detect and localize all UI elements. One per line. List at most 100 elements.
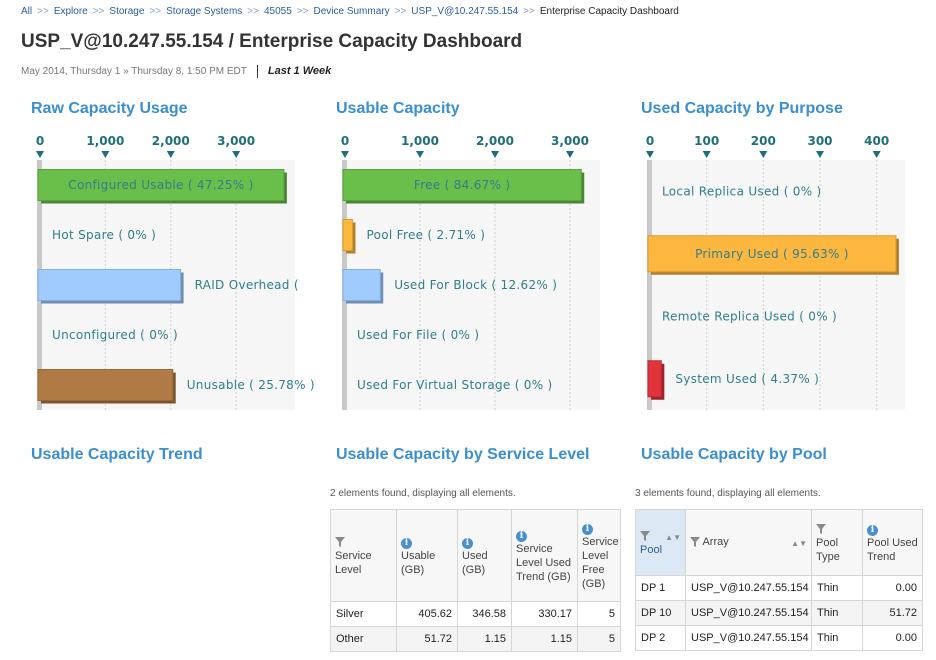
- cell-array: USP_V@10.247.55.154: [685, 600, 812, 626]
- column-header-usable[interactable]: i Usable (GB): [396, 509, 458, 602]
- breadcrumb-separator: >>: [149, 6, 162, 17]
- tick-marker: [101, 151, 110, 158]
- usable-capacity-chart: 0 1,000 2,000 3,000 Free ( 84.67% ) Pool Free…: [325, 130, 610, 415]
- breadcrumb-current: Enterprise Capacity Dashboard: [539, 6, 679, 17]
- tick-label: 2,000: [476, 134, 514, 148]
- bar-label: Unconfigured ( 0% ): [52, 328, 178, 342]
- breadcrumb-storage[interactable]: Storage: [109, 6, 145, 17]
- filter-icon[interactable]: [335, 536, 345, 547]
- zero-axis: [647, 160, 652, 410]
- tick-marker: [702, 151, 711, 158]
- info-icon[interactable]: i: [462, 537, 473, 549]
- date-range-text[interactable]: May 2014, Thursday 1 » Thursday 8, 1:50 …: [21, 66, 247, 78]
- bar-label: Used For File ( 0% ): [357, 328, 479, 342]
- breadcrumb-explore[interactable]: Explore: [53, 6, 88, 17]
- sort-icon[interactable]: ▲▼: [665, 532, 681, 542]
- tick-marker: [341, 151, 349, 158]
- plot-area: [650, 160, 905, 410]
- tick-label: 100: [694, 134, 719, 148]
- table-row[interactable]: DP 10 USP_V@10.247.55.154 Thin 51.72: [635, 600, 923, 626]
- bar: [647, 235, 897, 273]
- section-title-raw-capacity: Raw Capacity Usage: [31, 100, 188, 117]
- used-by-purpose-chart: 0 100 200 300 400 Local Replica Used ( 0% ) Pr…: [630, 130, 915, 415]
- cell-pool-used-trend: 0.00: [862, 575, 923, 601]
- tick-marker: [566, 151, 574, 158]
- bar: [37, 169, 285, 201]
- service-table-count: 2 elements found, displaying all element…: [330, 488, 516, 499]
- table-row[interactable]: Silver 405.62 346.58 330.17 5: [330, 601, 621, 627]
- column-header-service-level-used-trend[interactable]: i Service Level Used Trend (GB): [511, 509, 578, 602]
- column-header-pool-used-trend[interactable]: i Pool Used Trend: [862, 509, 923, 576]
- filter-icon[interactable]: [640, 530, 650, 541]
- date-range: May 2014, Thursday 1 » Thursday 8, 1:50 …: [21, 65, 331, 78]
- raw-capacity-chart: 0 1,000 2,000 3,000 Configured Usable ( 47.2…: [20, 130, 315, 415]
- bar-label: Pool Free ( 2.71% ): [367, 228, 486, 242]
- table-row[interactable]: DP 2 USP_V@10.247.55.154 Thin 0.00: [635, 625, 923, 651]
- column-header-label: Pool Type: [816, 536, 840, 563]
- cell-pool-type: Thin: [811, 600, 863, 626]
- section-title-capacity-trend: Usable Capacity Trend: [31, 446, 203, 463]
- breadcrumb-device[interactable]: USP_V@10.247.55.154: [411, 6, 519, 17]
- cell-free: 5: [577, 626, 621, 652]
- time-period-selector[interactable]: Last 1 Week: [267, 65, 332, 78]
- cell-free: 5: [577, 601, 621, 627]
- tick-marker: [166, 151, 175, 158]
- tick-label: 0: [341, 134, 349, 148]
- cell-array: USP_V@10.247.55.154: [685, 625, 812, 651]
- tick-marker: [491, 151, 499, 158]
- info-icon[interactable]: i: [867, 524, 878, 536]
- breadcrumb-separator: >>: [92, 6, 105, 17]
- column-header-array[interactable]: Array ▲▼: [685, 509, 812, 576]
- cell-used: 346.58: [457, 601, 512, 627]
- info-icon[interactable]: i: [582, 523, 593, 535]
- bar-label: Used For Virtual Storage ( 0% ): [357, 378, 553, 392]
- tick-marker: [232, 151, 241, 158]
- breadcrumb-device-summary[interactable]: Device Summary: [313, 6, 390, 17]
- pool-table-count: 3 elements found, displaying all element…: [635, 488, 821, 499]
- info-icon[interactable]: i: [401, 537, 412, 549]
- sort-icon[interactable]: ▲▼: [791, 538, 807, 548]
- tick-label: 200: [751, 134, 776, 148]
- bar-label: Hot Spare ( 0% ): [52, 228, 156, 242]
- info-icon[interactable]: i: [516, 530, 527, 542]
- usable-capacity-chart-svg: 0 1,000 2,000 3,000 Free ( 84.67% ) Pool Free…: [341, 134, 600, 410]
- pool-table: ▲▼ Pool Array ▲▼ Pool Type i Pool Used T…: [635, 509, 923, 651]
- service-level-table: Service Level i Usable (GB) i Used (GB) …: [330, 509, 621, 652]
- tick-label: 3,000: [217, 134, 255, 148]
- section-title-by-pool: Usable Capacity by Pool: [641, 446, 827, 463]
- column-header-pool[interactable]: ▲▼ Pool: [635, 509, 686, 576]
- cell-pool-used-trend: 51.72: [862, 600, 923, 626]
- cell-pool-type: Thin: [811, 575, 863, 601]
- cell-used-trend: 330.17: [511, 601, 578, 627]
- cell-pool: DP 1: [635, 575, 686, 601]
- filter-icon[interactable]: [690, 536, 700, 547]
- cell-array: USP_V@10.247.55.154: [685, 575, 812, 601]
- column-header-service-level-free[interactable]: i Service Level Free (GB): [577, 509, 621, 602]
- column-header-label: Array: [702, 535, 729, 548]
- bar: [37, 369, 174, 401]
- breadcrumb-separator: >>: [394, 6, 407, 17]
- bar-label: Unusable ( 25.78% ): [187, 378, 315, 392]
- cell-pool-used-trend: 0.00: [862, 625, 923, 651]
- tick-marker: [872, 151, 881, 158]
- column-header-used[interactable]: i Used (GB): [457, 509, 512, 602]
- breadcrumb-storage-systems[interactable]: Storage Systems: [166, 6, 243, 17]
- bar: [342, 169, 582, 201]
- filter-icon[interactable]: [816, 523, 826, 534]
- column-header-label: Used (GB): [462, 549, 488, 576]
- table-row[interactable]: DP 1 USP_V@10.247.55.154 Thin 0.00: [635, 575, 923, 601]
- table-row[interactable]: Other 51.72 1.15 1.15 5: [330, 626, 621, 652]
- section-title-usable-capacity: Usable Capacity: [336, 100, 460, 117]
- cell-service-level: Other: [330, 626, 397, 652]
- tick-marker: [646, 151, 654, 158]
- column-header-label: Pool: [640, 543, 663, 556]
- date-range-divider: [256, 65, 258, 78]
- bar-label: RAID Overhead (: [195, 278, 299, 292]
- tick-label: 300: [807, 134, 832, 148]
- breadcrumb-device-id[interactable]: 45055: [263, 6, 292, 17]
- breadcrumb-all[interactable]: All: [21, 6, 33, 17]
- column-header-service-level[interactable]: Service Level: [330, 509, 397, 602]
- breadcrumb-separator: >>: [247, 6, 259, 17]
- tick-marker: [816, 151, 824, 158]
- column-header-pool-type[interactable]: Pool Type: [811, 509, 863, 576]
